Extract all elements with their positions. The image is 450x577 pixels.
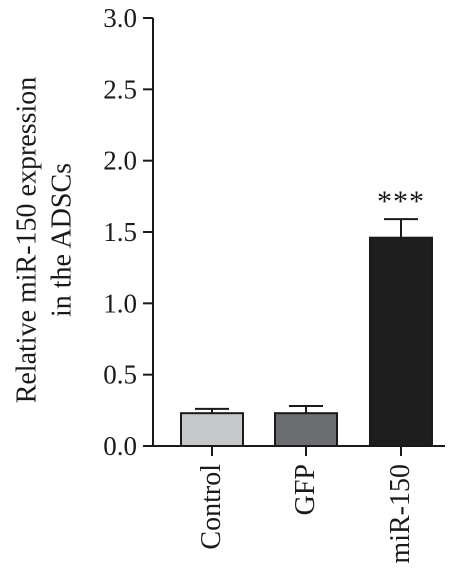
significance-stars: *** (377, 185, 425, 218)
y-tick-label: 0.5 (103, 360, 137, 390)
significance-annotations: *** (377, 185, 425, 218)
x-tick-label-control: Control (196, 464, 227, 550)
bar-mir-150 (369, 236, 433, 447)
y-axis-label-line: in the ADSCs (47, 163, 78, 317)
bar-gfp (274, 412, 338, 448)
x-axis: Control GFP miR-150 (153, 445, 445, 564)
y-tick-label: 3.0 (103, 3, 137, 33)
y-tick-label: 2.0 (103, 146, 137, 176)
y-tick-label: 2.5 (103, 74, 137, 104)
y-tick-label: 0.0 (103, 431, 137, 461)
bar-control (180, 412, 244, 448)
y-axis-label: Relative miR-150 expression in the ADSCs (12, 77, 78, 404)
y-tick-label: 1.5 (103, 217, 137, 247)
y-axis-label-line: Relative miR-150 expression (12, 77, 43, 404)
y-axis: 0.0 0.5 1.0 1.5 2.0 2.5 3.0 (103, 3, 154, 461)
x-tick-label-gfp: GFP (290, 464, 321, 515)
y-tick-label: 1.0 (103, 288, 137, 318)
error-bars (195, 218, 418, 414)
bars (180, 236, 433, 448)
x-tick-label-mir-150: miR-150 (385, 464, 416, 564)
